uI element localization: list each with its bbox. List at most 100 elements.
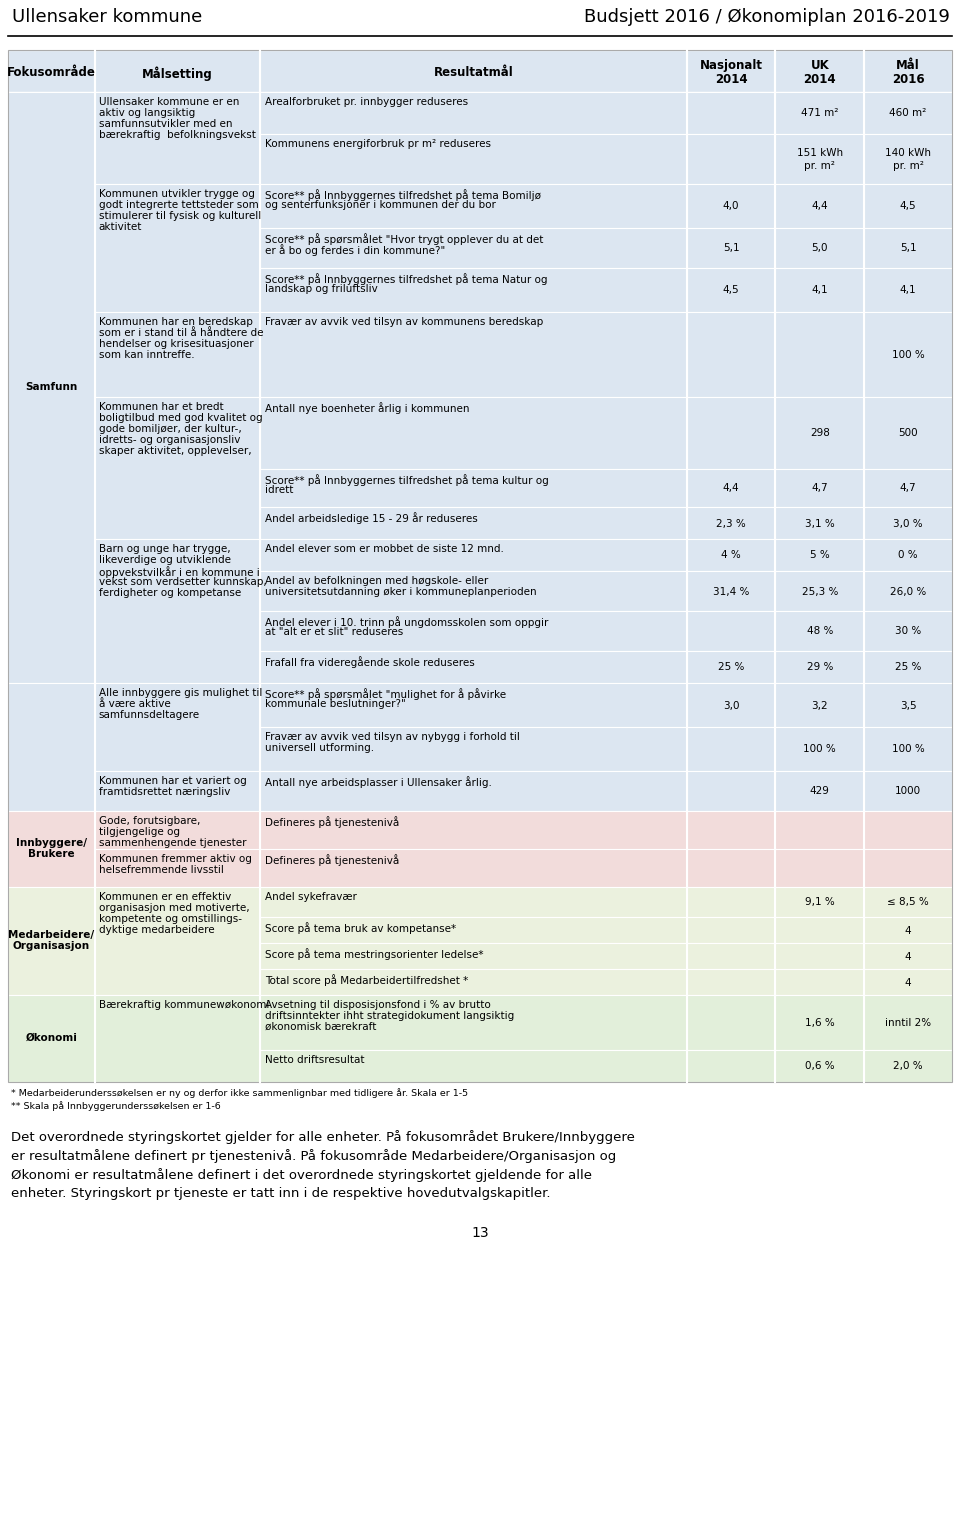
Text: Avsetning til disposisjonsfond i % av brutto: Avsetning til disposisjonsfond i % av br… [265, 1000, 491, 1010]
Text: Score** på Innbyggernes tilfredshet på tema Bomiljø: Score** på Innbyggernes tilfredshet på t… [265, 188, 541, 201]
Text: 429: 429 [810, 787, 829, 796]
Bar [260, 539, 686, 571]
Text: 4,1: 4,1 [900, 285, 917, 295]
Bar [686, 571, 776, 611]
Bar [864, 92, 952, 135]
Bar [776, 397, 864, 468]
Text: Barn og unge har trygge,: Barn og unge har trygge, [99, 544, 230, 554]
Text: å være aktive: å være aktive [99, 700, 171, 709]
Bar [686, 268, 776, 312]
Bar [864, 969, 952, 995]
Bar [864, 886, 952, 917]
Text: 500: 500 [899, 429, 918, 438]
Bar [776, 995, 864, 1050]
Text: 4,0: 4,0 [723, 202, 739, 211]
Text: Frafall fra videregående skole reduseres: Frafall fra videregående skole reduseres [265, 655, 475, 668]
Text: er å bo og ferdes i din kommune?": er å bo og ferdes i din kommune?" [265, 243, 445, 256]
Text: 25 %: 25 % [895, 663, 922, 672]
Text: Brukere: Brukere [28, 850, 75, 859]
Bar [686, 539, 776, 571]
Bar [864, 397, 952, 468]
Text: Fokusområde: Fokusområde [7, 66, 96, 80]
Text: 4: 4 [904, 977, 911, 987]
Bar [686, 397, 776, 468]
Bar [686, 811, 776, 850]
Bar [776, 683, 864, 727]
Bar [260, 268, 686, 312]
Text: likeverdige og utviklende: likeverdige og utviklende [99, 556, 230, 565]
Bar [8, 683, 95, 811]
Bar [686, 228, 776, 268]
Bar [864, 468, 952, 507]
Bar [686, 772, 776, 811]
Text: Alle innbyggere gis mulighet til: Alle innbyggere gis mulighet til [99, 687, 262, 698]
Text: Andel elever i 10. trinn på ungdomsskolen som oppgir: Andel elever i 10. trinn på ungdomsskole… [265, 615, 548, 628]
Bar [776, 772, 864, 811]
Text: 31,4 %: 31,4 % [713, 586, 750, 597]
Text: Mål: Mål [897, 60, 920, 72]
Text: Det overordnede styringskortet gjelder for alle enheter. På fokusområdet Brukere: Det overordnede styringskortet gjelder f… [11, 1130, 635, 1144]
Text: UK: UK [810, 60, 829, 72]
Text: dyktige medarbeidere: dyktige medarbeidere [99, 925, 214, 935]
Text: pr. m²: pr. m² [893, 161, 924, 171]
Bar [95, 772, 260, 811]
Text: 2014: 2014 [715, 73, 748, 86]
Text: Innbyggere/: Innbyggere/ [16, 837, 87, 848]
Bar [864, 772, 952, 811]
Bar [776, 571, 864, 611]
Text: 4,1: 4,1 [811, 285, 828, 295]
Text: Defineres på tjenestenivå: Defineres på tjenestenivå [265, 854, 399, 867]
Text: som kan inntreffe.: som kan inntreffe. [99, 351, 195, 360]
Bar [864, 135, 952, 184]
Bar [776, 727, 864, 772]
Text: 100 %: 100 % [892, 351, 924, 360]
Text: Gode, forutsigbare,: Gode, forutsigbare, [99, 816, 201, 827]
Text: 5,1: 5,1 [723, 243, 739, 254]
Text: 1,6 %: 1,6 % [805, 1018, 834, 1027]
Text: Kommunen utvikler trygge og: Kommunen utvikler trygge og [99, 188, 254, 199]
Text: organisasjon med motiverte,: organisasjon med motiverte, [99, 903, 250, 912]
Text: 4,4: 4,4 [811, 202, 828, 211]
Text: 48 %: 48 % [806, 626, 833, 637]
Bar [260, 1050, 686, 1082]
Text: Antall nye arbeidsplasser i Ullensaker årlig.: Antall nye arbeidsplasser i Ullensaker å… [265, 776, 492, 788]
Bar [864, 727, 952, 772]
Bar [776, 539, 864, 571]
Bar [686, 135, 776, 184]
Bar [864, 683, 952, 727]
Text: 5,1: 5,1 [900, 243, 917, 254]
Text: Organisasjon: Organisasjon [12, 942, 90, 951]
Bar [864, 312, 952, 397]
Bar [260, 92, 686, 135]
Bar [864, 651, 952, 683]
Bar [686, 917, 776, 943]
Bar [260, 135, 686, 184]
Bar [686, 468, 776, 507]
Bar [260, 571, 686, 611]
Text: idretts- og organisasjonsliv: idretts- og organisasjonsliv [99, 435, 240, 446]
Bar [686, 727, 776, 772]
Bar [776, 943, 864, 969]
Bar [864, 917, 952, 943]
Text: 460 m²: 460 m² [890, 109, 926, 118]
Text: Score** på Innbyggernes tilfredshet på tema Natur og: Score** på Innbyggernes tilfredshet på t… [265, 273, 547, 285]
Bar [8, 51, 952, 1082]
Bar [776, 228, 864, 268]
Text: 2,3 %: 2,3 % [716, 519, 746, 528]
Bar [776, 886, 864, 917]
Bar [260, 683, 686, 727]
Bar [864, 943, 952, 969]
Text: enheter. Styringskort pr tjeneste er tatt inn i de respektive hovedutvalgskapitl: enheter. Styringskort pr tjeneste er tat… [11, 1187, 550, 1200]
Bar [260, 917, 686, 943]
Text: Arealforbruket pr. innbygger reduseres: Arealforbruket pr. innbygger reduseres [265, 96, 468, 107]
Text: Kommunen fremmer aktiv og: Kommunen fremmer aktiv og [99, 854, 252, 863]
Text: 100 %: 100 % [804, 744, 836, 755]
Bar [686, 184, 776, 228]
Text: 30 %: 30 % [895, 626, 922, 637]
Text: vekst som verdsetter kunnskap,: vekst som verdsetter kunnskap, [99, 577, 267, 586]
Bar [95, 850, 260, 886]
Bar [776, 611, 864, 651]
Bar [260, 184, 686, 228]
Text: 2016: 2016 [892, 73, 924, 86]
Text: sammenhengende tjenester: sammenhengende tjenester [99, 837, 247, 848]
